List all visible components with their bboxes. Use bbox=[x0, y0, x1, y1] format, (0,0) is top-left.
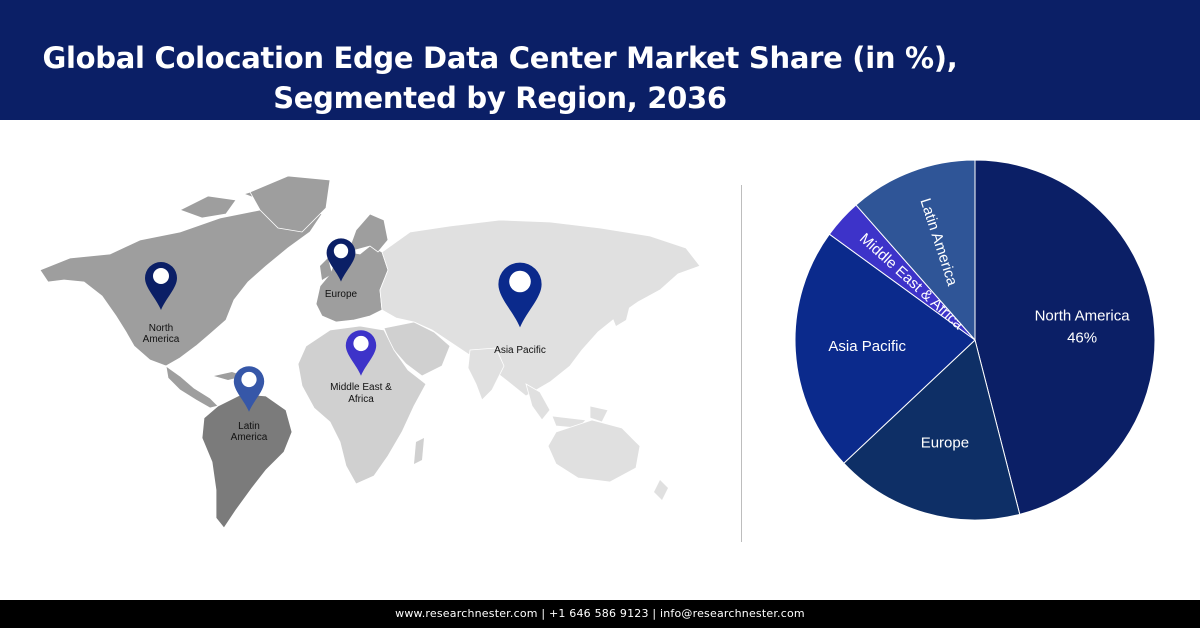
map-pin-hole bbox=[509, 270, 531, 293]
header-banner: Global Colocation Edge Data Center Marke… bbox=[0, 0, 1200, 120]
map-pin-label-europe: Europe bbox=[325, 289, 358, 300]
map-scandinavia bbox=[347, 213, 389, 253]
map-north-america bbox=[39, 203, 323, 367]
pie-label-asia-pacific: Asia Pacific bbox=[828, 338, 906, 355]
map-india bbox=[467, 347, 505, 401]
map-australia bbox=[547, 419, 641, 483]
map-pin-latin-america bbox=[233, 366, 265, 412]
map-pin-europe bbox=[326, 238, 356, 282]
map-pin-icon bbox=[233, 366, 265, 412]
map-asia bbox=[379, 219, 701, 397]
map-pin-label-latin-america: Latin bbox=[238, 421, 260, 432]
pie-slice-asia-pacific bbox=[794, 233, 976, 464]
footer-contact: www.researchnester.com | +1 646 586 9123… bbox=[0, 600, 1200, 628]
map-pin-label-latin-america: America bbox=[231, 432, 268, 443]
map-pin-label-middle-east-africa: Middle East & bbox=[330, 382, 392, 393]
map-pin-icon bbox=[326, 238, 356, 282]
map-caribbean bbox=[214, 372, 262, 386]
map-pin-label-north-america: North bbox=[149, 323, 173, 334]
map-pin-hole bbox=[241, 371, 257, 388]
map-pin-middle-east-africa bbox=[345, 330, 377, 376]
map-africa bbox=[297, 325, 427, 485]
map-japan bbox=[612, 298, 630, 326]
pie-value-north-america: 46% bbox=[1067, 329, 1097, 346]
map-pin-label-asia-pacific: Asia Pacific bbox=[494, 345, 546, 356]
map-new-zealand bbox=[654, 480, 668, 500]
map-pin-label-north-america: America bbox=[143, 334, 180, 345]
map-pin-north-america bbox=[145, 262, 177, 310]
pie-slice-europe bbox=[843, 339, 1021, 521]
map-south-america bbox=[201, 393, 293, 529]
map-pin-icon bbox=[345, 330, 377, 376]
map-pin-icon bbox=[145, 262, 177, 310]
chart-title-line1: Global Colocation Edge Data Center Marke… bbox=[42, 41, 958, 75]
map-pin-asia-pacific bbox=[498, 262, 542, 328]
map-pin-hole bbox=[153, 268, 169, 284]
map-madagascar bbox=[414, 438, 424, 464]
pie-label-europe: Europe bbox=[921, 435, 969, 452]
map-pin-icon bbox=[498, 262, 542, 328]
pie-slice-latin-america bbox=[855, 159, 976, 342]
map-pin-hole bbox=[353, 335, 369, 352]
map-pin-label-middle-east-africa: Africa bbox=[348, 394, 374, 405]
map-central-america bbox=[165, 365, 219, 409]
map-greenland bbox=[249, 175, 331, 233]
pie-label-north-america: North America bbox=[1035, 307, 1131, 324]
divider-line bbox=[741, 185, 742, 542]
map-uk bbox=[320, 258, 332, 280]
chart-title: Global Colocation Edge Data Center Marke… bbox=[0, 38, 1000, 118]
map-pin-hole bbox=[333, 243, 349, 259]
chart-title-line2: Segmented by Region, 2036 bbox=[273, 81, 727, 115]
pie-slice-north-america bbox=[974, 159, 1156, 515]
